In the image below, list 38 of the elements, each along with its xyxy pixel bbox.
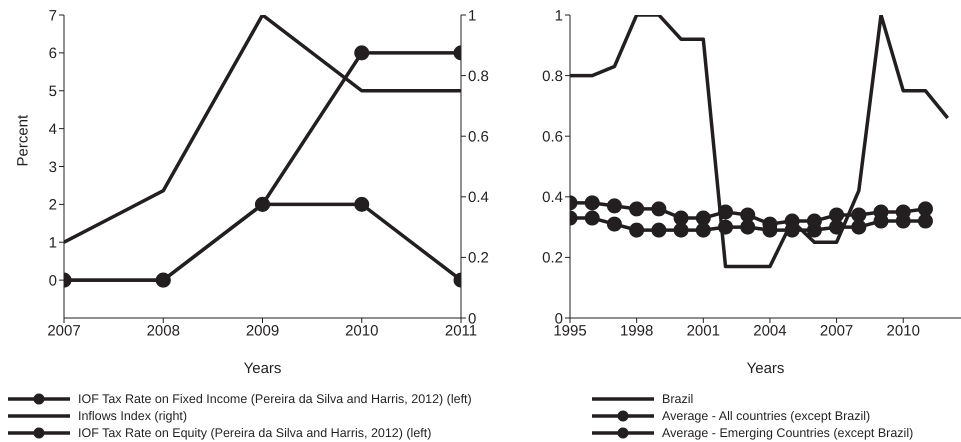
y-tick-label: 7 bbox=[48, 7, 57, 24]
y-tick-label: 0.4 bbox=[542, 189, 563, 206]
y2-tick-label: 0.8 bbox=[468, 68, 489, 85]
y-tick-label: 1 bbox=[48, 234, 57, 252]
legend-label: Inflows Index (right) bbox=[78, 408, 188, 422]
y-tick-label: 0.8 bbox=[542, 68, 563, 85]
legend-label: Average - All countries (except Brazil) bbox=[662, 408, 870, 422]
y-tick-label: 1 bbox=[554, 7, 563, 24]
legend-label: Brazil bbox=[662, 392, 694, 406]
y-axis-title: Percent bbox=[14, 114, 32, 166]
x-tick-label: 2011 bbox=[444, 322, 478, 340]
y2-tick-label: 0.6 bbox=[468, 128, 489, 146]
y-tick-label: 5 bbox=[48, 83, 57, 100]
y-tick-label: 0.6 bbox=[542, 128, 563, 146]
x-tick-label: 2010 bbox=[345, 322, 378, 340]
legend-label: IOF Tax Rate on Fixed Income (Pereira da Silva and Harris, 2012) (left) bbox=[78, 392, 472, 406]
y-tick-label: 0.2 bbox=[542, 250, 563, 267]
y2-tick-label: 0.2 bbox=[468, 250, 489, 267]
y-tick-label: 4 bbox=[48, 120, 57, 138]
x-tick-label: 1998 bbox=[620, 322, 654, 340]
x-tick-label: 2007 bbox=[820, 322, 854, 340]
y-tick-label: 3 bbox=[48, 158, 57, 176]
x-tick-label: 2004 bbox=[753, 322, 787, 340]
x-tick-label: 2001 bbox=[686, 322, 720, 340]
x-axis-title: Years bbox=[746, 360, 784, 377]
x-tick-label: 1995 bbox=[553, 322, 587, 340]
y-tick-label: 2 bbox=[48, 196, 57, 214]
x-axis-title: Years bbox=[244, 360, 282, 377]
x-tick-label: 2007 bbox=[47, 322, 81, 340]
x-tick-label: 2008 bbox=[146, 322, 180, 340]
x-tick-label: 2009 bbox=[246, 322, 280, 340]
legend-label: Average - Emerging Countries (except Brazil) bbox=[662, 426, 914, 440]
x-tick-label: 2010 bbox=[886, 322, 920, 340]
legend-label: IOF Tax Rate on Equity (Pereira da Silva and Harris, 2012) (left) bbox=[78, 426, 432, 440]
y-tick-label: 0 bbox=[48, 272, 57, 290]
y2-tick-label: 0.4 bbox=[468, 189, 489, 206]
y2-tick-label: 1 bbox=[468, 7, 476, 24]
y-tick-label: 6 bbox=[48, 45, 57, 62]
